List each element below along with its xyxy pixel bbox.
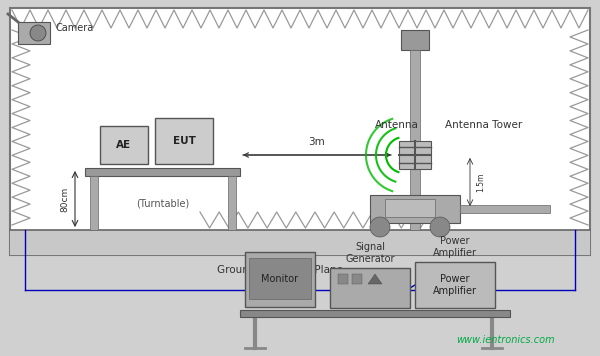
Text: AE: AE xyxy=(116,140,131,150)
Bar xyxy=(155,118,213,164)
Bar xyxy=(460,205,550,213)
Bar xyxy=(245,252,315,307)
Bar xyxy=(249,258,311,299)
Text: Power
Amplifier: Power Amplifier xyxy=(433,274,477,296)
Circle shape xyxy=(430,217,450,237)
Text: Monitor: Monitor xyxy=(262,274,299,284)
Bar xyxy=(415,262,495,308)
Circle shape xyxy=(370,217,390,237)
Text: Signal
Generator: Signal Generator xyxy=(345,242,395,264)
Bar xyxy=(399,141,431,169)
Bar xyxy=(240,310,510,317)
Bar xyxy=(338,274,348,284)
Text: 80cm: 80cm xyxy=(61,187,70,211)
Polygon shape xyxy=(368,274,382,284)
Bar xyxy=(352,274,362,284)
Text: Antenna Tower: Antenna Tower xyxy=(445,120,522,130)
Bar xyxy=(330,268,410,308)
Bar xyxy=(385,199,435,217)
Text: Antenna: Antenna xyxy=(375,120,419,130)
Bar xyxy=(410,50,420,230)
Text: Power
Amplifier: Power Amplifier xyxy=(433,236,477,258)
Bar xyxy=(90,176,98,230)
Circle shape xyxy=(30,25,46,41)
Bar xyxy=(100,126,148,164)
Bar xyxy=(85,168,240,176)
Bar xyxy=(10,8,590,255)
Text: EUT: EUT xyxy=(173,136,196,146)
Text: 3m: 3m xyxy=(308,137,325,147)
Bar xyxy=(228,176,236,230)
Bar xyxy=(401,30,429,50)
Text: www.ientronics.com: www.ientronics.com xyxy=(457,335,555,345)
Bar xyxy=(370,195,460,223)
Text: Ground Reference Plane: Ground Reference Plane xyxy=(217,265,343,275)
Text: Camera: Camera xyxy=(55,23,93,33)
Bar xyxy=(18,22,50,44)
Text: (Turntable): (Turntable) xyxy=(136,198,190,208)
Bar xyxy=(10,230,590,255)
Text: 1.5m: 1.5m xyxy=(476,172,485,192)
